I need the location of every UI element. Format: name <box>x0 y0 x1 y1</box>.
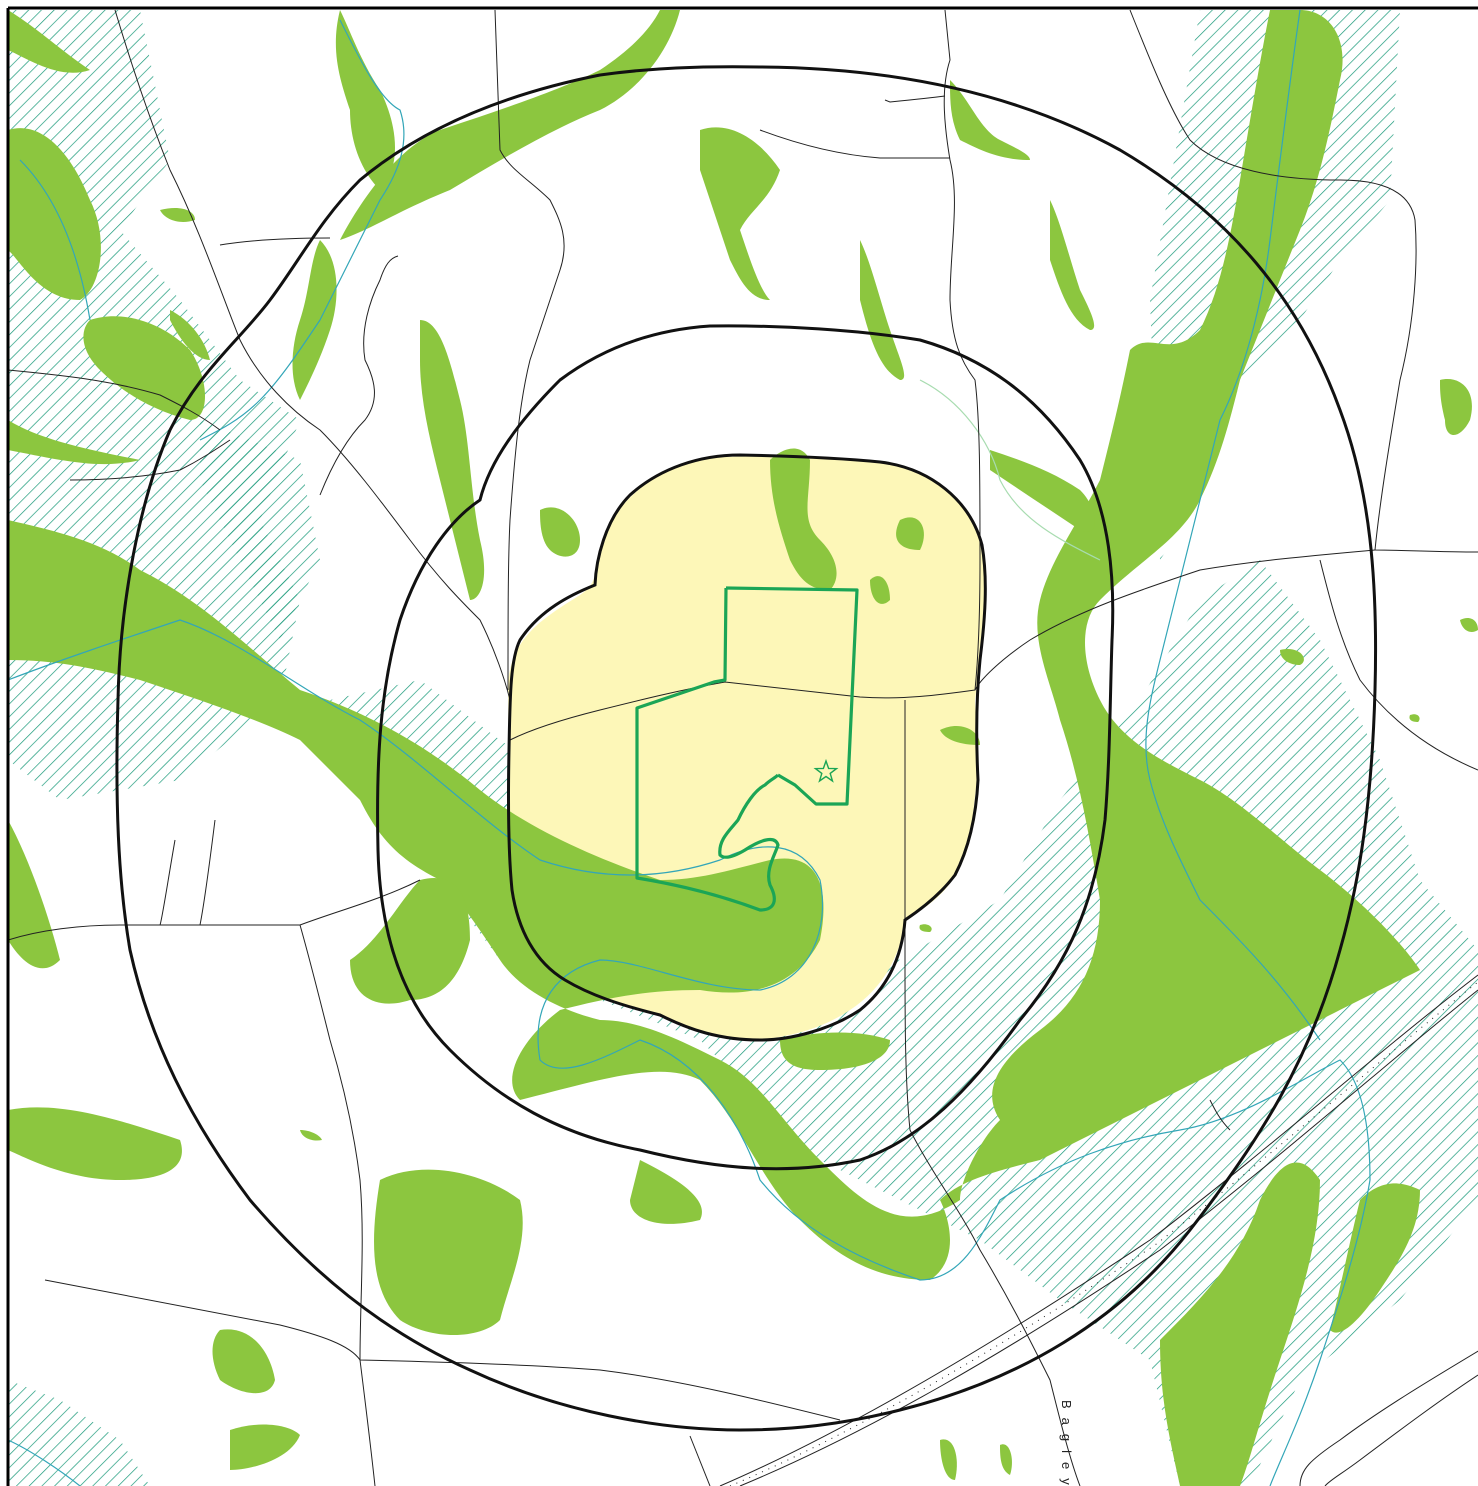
railroad <box>719 974 1478 1486</box>
road-label-bagley: Bagley <box>1059 1400 1074 1486</box>
site-parcel-north <box>725 586 859 806</box>
map-frame <box>6 6 1478 1486</box>
buffer-ring-inner <box>506 453 987 1042</box>
roads <box>8 9 1478 1486</box>
buffer-ring-middle <box>376 324 1115 1171</box>
site-boundary <box>635 586 859 912</box>
buffer-rings <box>115 65 1378 1432</box>
buffer-ring-outer <box>115 65 1378 1432</box>
star-icon <box>813 758 839 783</box>
streams <box>8 9 1371 1486</box>
vegetation-areas <box>8 10 1478 1486</box>
